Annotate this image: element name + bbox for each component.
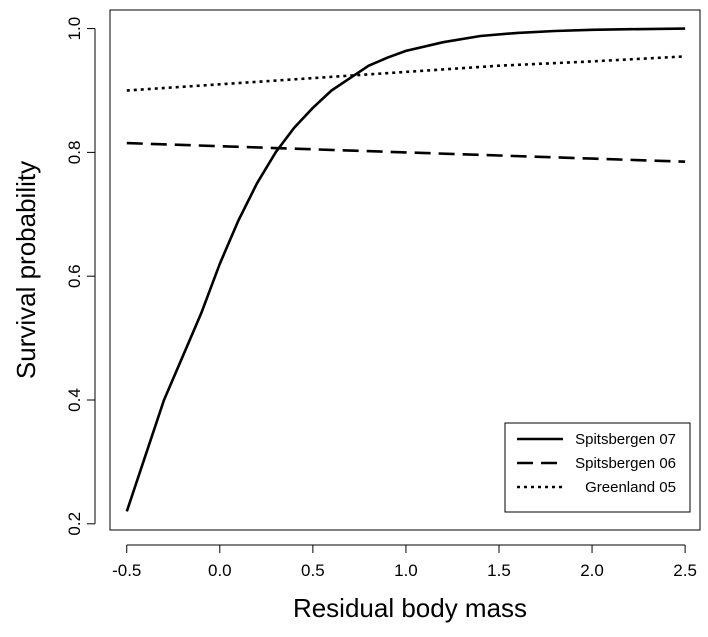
y-axis: 0.2 0.4 0.6 0.8 1.0 (65, 17, 96, 536)
x-tick-label: 1.0 (394, 561, 418, 580)
series-line-3 (126, 55, 686, 92)
series-line-2 (126, 141, 686, 163)
plot-frame (109, 9, 701, 531)
x-tick-label: 2.0 (580, 561, 604, 580)
series-layer (125, 27, 686, 512)
y-axis-title: Survival probability (11, 161, 41, 379)
y-tick-label: 0.8 (65, 141, 84, 165)
x-axis-title: Residual body mass (293, 593, 527, 623)
x-tick-label: 1.5 (487, 561, 511, 580)
x-axis: -0.5 0.0 0.5 1.0 1.5 2.0 2.5 (112, 544, 697, 580)
x-tick-label: 0.0 (208, 561, 232, 580)
x-tick-label: -0.5 (112, 561, 141, 580)
series-line-1 (125, 27, 686, 512)
x-tick-label: 2.5 (673, 561, 697, 580)
y-tick-label: 1.0 (65, 17, 84, 41)
legend: Spitsbergen 07 Spitsbergen 06 Greenland 05 (504, 422, 691, 513)
y-tick-label: 0.6 (65, 264, 84, 288)
legend-label-3: Greenland 05 (585, 479, 676, 496)
legend-label-2: Spitsbergen 06 (575, 455, 676, 472)
legend-entries: Spitsbergen 07 Spitsbergen 06 Greenland 05 (517, 431, 676, 496)
y-tick-label: 0.4 (65, 388, 84, 412)
legend-label-1: Spitsbergen 07 (575, 431, 676, 448)
x-tick-label: 0.5 (301, 561, 325, 580)
y-tick-label: 0.2 (65, 512, 84, 536)
